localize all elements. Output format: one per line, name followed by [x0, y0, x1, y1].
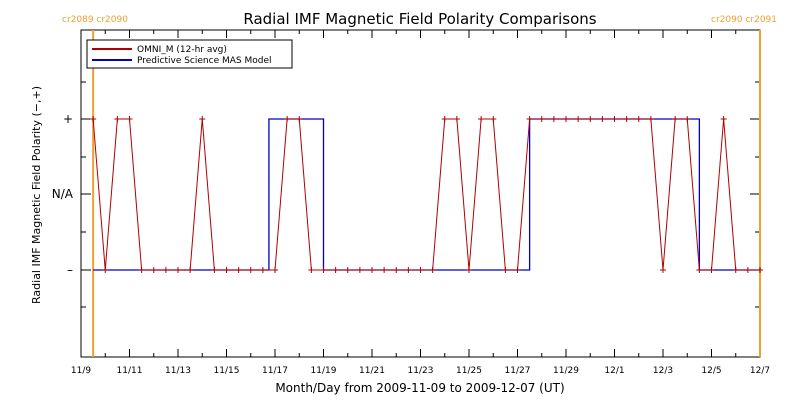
omni-data-point — [635, 116, 642, 122]
omni-data-point — [175, 267, 181, 273]
x-axis-label: Month/Day from 2009-11-09 to 2009-12-07 … — [275, 381, 564, 395]
omni-data-point — [187, 267, 194, 273]
omni-data-point — [308, 267, 315, 273]
legend-box — [86, 39, 293, 69]
omni-data-point — [381, 267, 388, 273]
y-tick-label: – — [67, 263, 73, 277]
omni-data-point — [272, 267, 278, 273]
legend-entry: Predictive Science MAS Model — [137, 56, 272, 66]
omni-data-point — [344, 267, 351, 273]
y-tick-label: + — [63, 112, 73, 126]
omni-data-point — [356, 267, 363, 273]
omni-data-point — [296, 116, 303, 122]
omni-data-point — [744, 267, 751, 273]
omni-data-point — [575, 116, 582, 122]
omni-data-point — [114, 116, 121, 122]
x-tick-label: 12/5 — [701, 366, 721, 376]
x-tick-label: 11/9 — [71, 366, 91, 376]
x-tick-label: 11/15 — [214, 366, 240, 376]
omni-data-point — [720, 116, 727, 122]
omni-data-point — [587, 116, 594, 122]
x-tick-label: 11/21 — [359, 366, 385, 376]
x-tick-label: 11/11 — [117, 366, 143, 376]
x-tick-label: 11/19 — [311, 366, 337, 376]
series-line-mas-model — [93, 118, 760, 271]
omni-data-point — [514, 267, 521, 273]
omni-data-point — [563, 116, 569, 122]
omni-data-point — [429, 267, 436, 273]
omni-data-point — [393, 267, 400, 273]
omni-data-point — [623, 116, 630, 122]
omni-data-point — [150, 267, 157, 273]
omni-data-point — [538, 116, 545, 122]
omni-data-point — [90, 116, 97, 122]
x-tick-label: 11/23 — [408, 366, 434, 376]
omni-data-point — [441, 116, 448, 122]
omni-data-point — [550, 116, 557, 122]
chart-title: Radial IMF Magnetic Field Polarity Compa… — [243, 10, 596, 28]
omni-data-point — [126, 116, 133, 122]
carrington-marker-label: cr2090 cr2091 — [711, 15, 777, 25]
plot-area: 11/9 11/11 11/13 11/15 11/17 11/19 11/21 11/23 1… — [52, 15, 777, 376]
omni-data-point — [708, 267, 715, 273]
x-tick-label: 11/29 — [553, 366, 579, 376]
x-tick-label: 12/7 — [750, 366, 770, 376]
omni-data-point — [405, 267, 412, 273]
omni-data-point — [502, 267, 509, 273]
omni-data-point — [478, 116, 485, 122]
omni-data-point — [223, 267, 230, 273]
omni-data-point — [211, 267, 218, 273]
omni-data-point — [672, 116, 679, 122]
omni-data-point — [611, 116, 618, 122]
x-tick-label: 11/17 — [262, 366, 288, 376]
omni-data-point — [235, 267, 242, 273]
omni-data-point — [259, 267, 266, 273]
carrington-marker-label: cr2089 cr2090 — [62, 15, 128, 25]
x-tick-label: 12/1 — [604, 366, 624, 376]
series-line-omni — [92, 118, 760, 271]
omni-data-point — [199, 116, 206, 122]
omni-data-point — [102, 267, 109, 273]
omni-data-point — [417, 267, 424, 273]
omni-data-point — [660, 267, 666, 273]
x-tick-label: 12/3 — [653, 366, 673, 376]
legend-entry: OMNI_M (12-hr avg) — [137, 45, 227, 55]
omni-data-point — [490, 116, 497, 122]
plot-frame — [80, 29, 761, 358]
omni-data-point — [320, 267, 327, 273]
omni-data-point — [684, 116, 691, 122]
omni-data-point — [466, 267, 472, 273]
omni-data-point — [138, 267, 145, 273]
omni-data-point — [247, 267, 254, 273]
omni-data-point — [332, 267, 339, 273]
y-tick-label: N/A — [52, 187, 74, 201]
omni-data-point — [757, 267, 763, 273]
omni-data-point — [696, 267, 703, 273]
x-tick-label: 11/27 — [505, 366, 531, 376]
omni-data-point — [599, 116, 606, 122]
omni-data-point — [369, 267, 375, 273]
omni-data-point — [526, 116, 533, 122]
omni-data-point — [647, 116, 654, 122]
omni-data-point — [162, 267, 169, 273]
omni-data-point — [732, 267, 739, 273]
omni-data-point — [284, 116, 291, 122]
x-tick-label: 11/25 — [456, 366, 482, 376]
y-axis-label: Radial IMF Magnetic Field Polarity (−,+) — [30, 86, 43, 304]
omni-data-point — [453, 116, 460, 122]
x-tick-label: 11/13 — [165, 366, 191, 376]
legend: OMNI_M (12-hr avg)Predictive Science MAS… — [86, 39, 293, 69]
